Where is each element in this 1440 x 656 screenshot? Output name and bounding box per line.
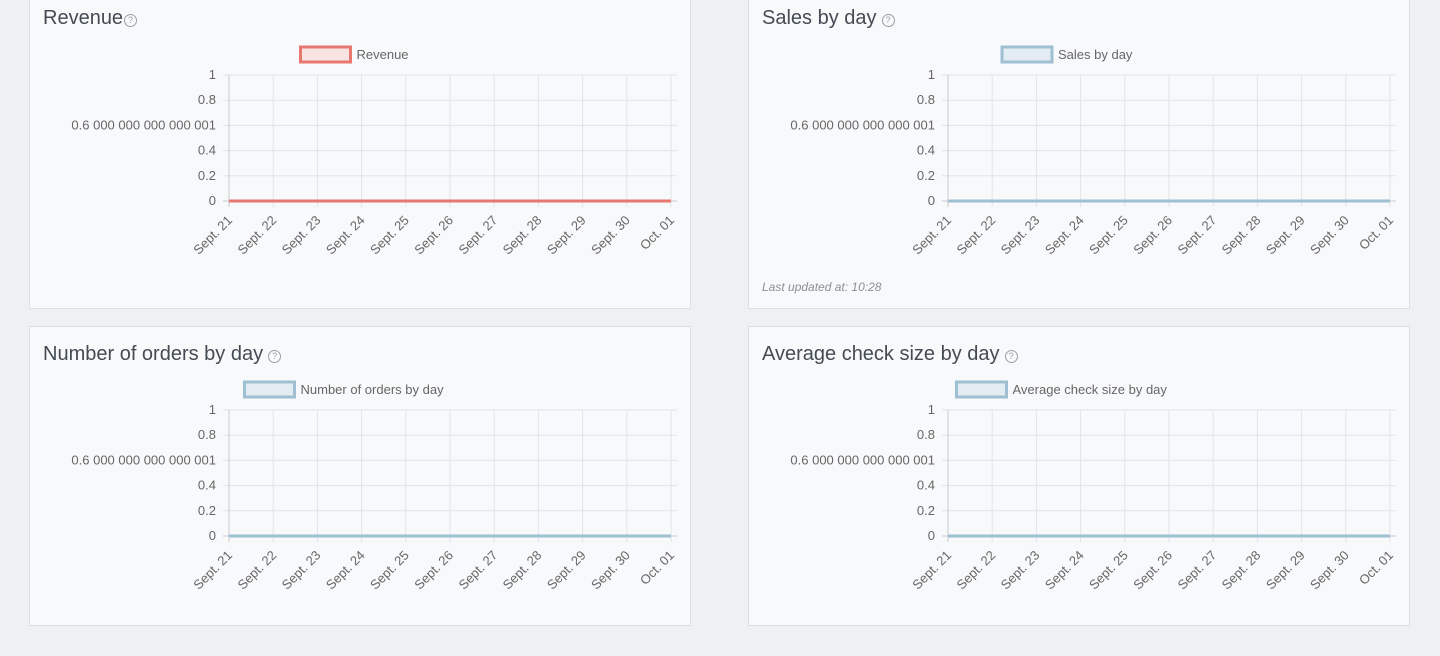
- legend-label: Revenue: [357, 47, 409, 62]
- x-tick-label: Sept. 27: [455, 548, 500, 593]
- last-updated-text: Last updated at: 10:28: [762, 280, 882, 294]
- legend-swatch: [243, 380, 296, 399]
- sales-by-day-chart: Sales by day 0 0.2 0.4 0.6 000 000 000 000 0…: [790, 45, 1396, 258]
- question-circle-icon[interactable]: ?: [1004, 350, 1018, 363]
- legend-swatch: [1000, 45, 1054, 64]
- y-tick-label: 0.6 000 000 000 000 001: [71, 452, 216, 467]
- x-tick-label: Sept. 25: [1086, 213, 1131, 258]
- y-tick-label: 0.8: [917, 427, 935, 442]
- legend-swatch: [955, 380, 1008, 399]
- x-tick-label: Sept. 28: [500, 213, 545, 258]
- revenue-chart: Revenue 0 0.2 0.4 0.6 000 000 000 000 001 0.8…: [71, 45, 677, 258]
- x-tick-label: Oct. 01: [1356, 213, 1396, 253]
- sales-by-day-panel: Sales by day? Sales by day 0 0.2 0.4 0.6 000…: [748, 0, 1410, 309]
- panel-title: Sales by day: [762, 7, 877, 29]
- y-tick-label: 0.4: [917, 478, 935, 493]
- x-tick-label: Sept. 24: [323, 548, 368, 593]
- x-tick-label: Sept. 28: [500, 548, 545, 593]
- y-tick-label: 0.8: [198, 92, 216, 107]
- x-tick-label: Sept. 23: [998, 213, 1043, 258]
- average-check-chart: Average check size by day 0 0.2 0.4 0.6 000 …: [790, 380, 1396, 593]
- x-tick-label: Sept. 21: [190, 213, 235, 258]
- x-tick-label: Sept. 28: [1219, 548, 1264, 593]
- y-tick-label: 0.2: [917, 168, 935, 183]
- legend-label: Number of orders by day: [301, 382, 445, 397]
- panel-title: Average check size by day: [762, 343, 1000, 365]
- x-tick-label: Sept. 28: [1219, 213, 1264, 258]
- legend-label: Average check size by day: [1013, 382, 1168, 397]
- x-tick-label: Sept. 30: [588, 548, 633, 593]
- legend-swatch: [299, 45, 352, 64]
- x-tick-label: Sept. 27: [455, 213, 500, 258]
- orders-by-day-chart: Number of orders by day 0 0.2 0.4 0.6 000 00…: [71, 380, 677, 593]
- question-circle-icon[interactable]: ?: [881, 14, 895, 27]
- y-tick-label: 1: [209, 67, 216, 82]
- y-tick-label: 0.8: [917, 92, 935, 107]
- x-tick-label: Sept. 26: [1130, 213, 1175, 258]
- y-tick-label: 0.6 000 000 000 000 001: [790, 117, 935, 132]
- x-tick-label: Sept. 24: [323, 213, 368, 258]
- revenue-panel: Revenue? Revenue 0 0.2 0.4 0.6 000 000 000 0…: [29, 0, 691, 309]
- question-circle-icon[interactable]: ?: [268, 350, 282, 363]
- x-tick-label: Sept. 26: [411, 213, 456, 258]
- x-tick-label: Sept. 26: [1130, 548, 1175, 593]
- x-tick-label: Sept. 27: [1174, 213, 1219, 258]
- x-tick-label: Sept. 29: [1263, 213, 1308, 258]
- y-tick-label: 0: [209, 193, 216, 208]
- question-circle-icon[interactable]: ?: [124, 14, 138, 27]
- y-tick-label: 0: [928, 528, 935, 543]
- x-tick-label: Sept. 29: [544, 213, 589, 258]
- x-tick-label: Sept. 21: [909, 548, 954, 593]
- y-tick-label: 0.4: [198, 143, 216, 158]
- y-tick-label: 1: [928, 402, 935, 417]
- x-tick-label: Oct. 01: [1356, 548, 1396, 588]
- orders-by-day-panel: Number of orders by day? Number of order…: [29, 326, 691, 626]
- y-tick-label: 0.6 000 000 000 000 001: [790, 452, 935, 467]
- x-tick-label: Sept. 23: [279, 548, 324, 593]
- x-tick-label: Sept. 27: [1174, 548, 1219, 593]
- y-tick-label: 0.2: [198, 503, 216, 518]
- x-tick-label: Sept. 23: [998, 548, 1043, 593]
- x-tick-label: Sept. 22: [953, 213, 998, 258]
- legend-label: Sales by day: [1058, 47, 1133, 62]
- x-tick-label: Sept. 25: [367, 548, 412, 593]
- x-tick-label: Sept. 30: [1307, 548, 1352, 593]
- x-tick-label: Sept. 22: [953, 548, 998, 593]
- y-tick-label: 0.8: [198, 427, 216, 442]
- y-tick-label: 1: [928, 67, 935, 82]
- x-tick-label: Sept. 29: [1263, 548, 1308, 593]
- y-tick-label: 0: [928, 193, 935, 208]
- average-check-panel: Average check size by day? Average check…: [748, 326, 1410, 626]
- x-tick-label: Oct. 01: [637, 213, 677, 253]
- y-tick-label: 0: [209, 528, 216, 543]
- x-tick-label: Sept. 25: [367, 213, 412, 258]
- y-tick-label: 1: [209, 402, 216, 417]
- x-tick-label: Sept. 26: [411, 548, 456, 593]
- x-tick-label: Sept. 24: [1042, 213, 1087, 258]
- y-tick-label: 0.2: [917, 503, 935, 518]
- panel-title: Number of orders by day: [43, 343, 264, 365]
- x-tick-label: Sept. 30: [1307, 213, 1352, 258]
- y-tick-label: 0.4: [198, 478, 216, 493]
- x-tick-label: Sept. 24: [1042, 548, 1087, 593]
- panel-title: Revenue: [43, 7, 124, 29]
- x-tick-label: Oct. 01: [637, 548, 677, 588]
- y-tick-label: 0.4: [917, 143, 935, 158]
- x-tick-label: Sept. 21: [190, 548, 235, 593]
- x-tick-label: Sept. 25: [1086, 548, 1131, 593]
- x-tick-label: Sept. 22: [234, 548, 279, 593]
- y-tick-label: 0.2: [198, 168, 216, 183]
- x-tick-label: Sept. 30: [588, 213, 633, 258]
- y-tick-label: 0.6 000 000 000 000 001: [71, 117, 216, 132]
- x-tick-label: Sept. 21: [909, 213, 954, 258]
- x-tick-label: Sept. 29: [544, 548, 589, 593]
- x-tick-label: Sept. 22: [234, 213, 279, 258]
- x-tick-label: Sept. 23: [279, 213, 324, 258]
